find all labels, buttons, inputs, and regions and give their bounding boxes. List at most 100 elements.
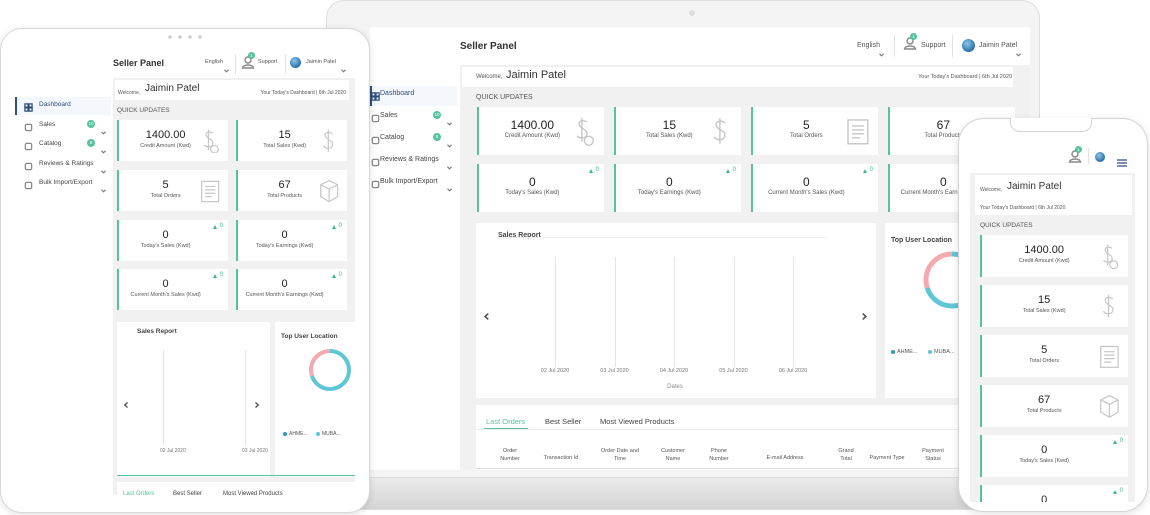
tab[interactable]: Last Orders [486,417,526,426]
stat-card: 0 Current Month's Sales (Kwd) 0 [117,269,228,310]
card-value: 67 [1038,394,1051,406]
card-icon-svg [1103,244,1119,270]
stat-card: 1400.00 Credit Amount (Kwd) [980,235,1128,277]
card-label: Credit Amount (Kwd) [140,142,191,149]
change-value: 0 [595,167,599,173]
laptop-camera [689,10,695,16]
card-icon-svg [203,129,219,154]
chart-prev[interactable] [483,307,489,321]
user-name[interactable]: Jaimin Patel [979,42,1018,49]
change-arrow [213,225,217,229]
separator [894,35,895,57]
stat-card: 67 Total Products [980,385,1128,427]
menu-item[interactable] [15,97,111,115]
change-value: 0 [338,223,342,229]
chart-next[interactable] [255,395,260,409]
card-icon [200,128,220,154]
language[interactable]: English [857,42,880,49]
menu-label: Catalog [380,134,405,141]
grid-line [245,350,246,445]
donut-pink [923,251,981,309]
card-icon [1099,393,1120,419]
header-bar [970,140,1135,173]
menu-item[interactable] [370,86,457,106]
menu-toggle[interactable] [1117,154,1127,167]
card-value: 15 [662,118,677,132]
card-icon-svg [713,118,726,144]
stat-card: 0 Today's Sales (Kwd) 0 [477,164,604,212]
card-icon [1099,293,1120,319]
menu-icon [24,99,33,112]
user-name[interactable]: Jaimin Patel [306,59,336,65]
separator [285,54,286,74]
separator [1088,148,1089,164]
card-value: 5 [162,178,169,191]
card-value: 0 [802,175,810,189]
menu-label: Reviews & Ratings [39,159,94,167]
section-title: QUICK UPDATES [980,222,1033,229]
welcome-name: Jaimin Patel [1007,181,1062,192]
tab[interactable]: Most Viewed Products [600,417,675,426]
legend-label: MUBA... [322,431,341,437]
welcome-box [975,175,1132,215]
column-header: Order Date and Time [601,448,639,462]
chevron [101,141,106,154]
column-header: Payment Type [869,455,905,461]
menu-icon [24,138,33,151]
welcome-box [462,67,1013,87]
chevron-svg [879,53,884,57]
chart-prev[interactable] [123,395,128,409]
support-label[interactable]: Support [921,42,946,49]
chart-prev-svg [123,401,128,409]
chevron [341,60,346,73]
sales-report-card [476,223,876,398]
user-avatar [290,57,301,68]
card-icon-svg [576,118,595,147]
user-avatar [1095,152,1105,162]
welcome-greeting: Welcome, [118,90,141,96]
legend-label: AHME... [897,349,918,355]
card-icon-svg [1100,345,1119,368]
card-value: 0 [1041,494,1048,502]
card-label: Today's Sales (Kwd) [140,242,191,249]
legend-dot [891,350,895,354]
card-label: Current Month's Earnings (Kwd) [900,190,986,196]
card-value: 0 [281,228,288,241]
card-value: 0 [281,277,288,290]
grid-line [614,257,616,367]
menu-icon [371,176,380,189]
card-label: Total Orders [1029,358,1060,364]
card-label: Total Products [1026,408,1062,414]
menu-badge: 8 [433,133,441,141]
change-value: 0 [219,272,223,278]
menu-badge: 10 [433,111,441,119]
date-label: 02 Jul 2020 [160,448,186,454]
tab[interactable]: Most Viewed Products [223,491,283,495]
chart-next[interactable] [862,307,868,321]
menu-label: Sales [380,112,398,119]
orders-card [476,405,1030,470]
menu-icon-svg [371,180,380,189]
separator [952,35,953,57]
chart-next-svg [862,312,868,321]
tab[interactable]: Best Seller [545,417,582,426]
legend-label: AHME... [289,431,308,437]
change-arrow [213,274,217,278]
column-header: Payment Status [922,448,944,462]
card-label: Current Month's Earnings (Kwd) [245,291,324,298]
sidebar [370,65,460,470]
card-label: Total Sales (Kwd) [645,133,693,139]
tab[interactable]: Best Seller [173,491,203,495]
tab[interactable]: Last Orders [123,491,155,495]
menu-icon-svg [24,181,33,190]
separator [235,54,236,74]
support-label[interactable]: Support [258,59,278,65]
grid-line [733,257,735,367]
language[interactable]: English [205,59,224,65]
card-label: Today's Sales (Kwd) [505,190,560,196]
card-icon-svg [200,180,219,203]
sales-report-title: Sales Report [137,328,177,335]
panel-title: Seller Panel [113,58,165,68]
location-card [275,322,355,477]
